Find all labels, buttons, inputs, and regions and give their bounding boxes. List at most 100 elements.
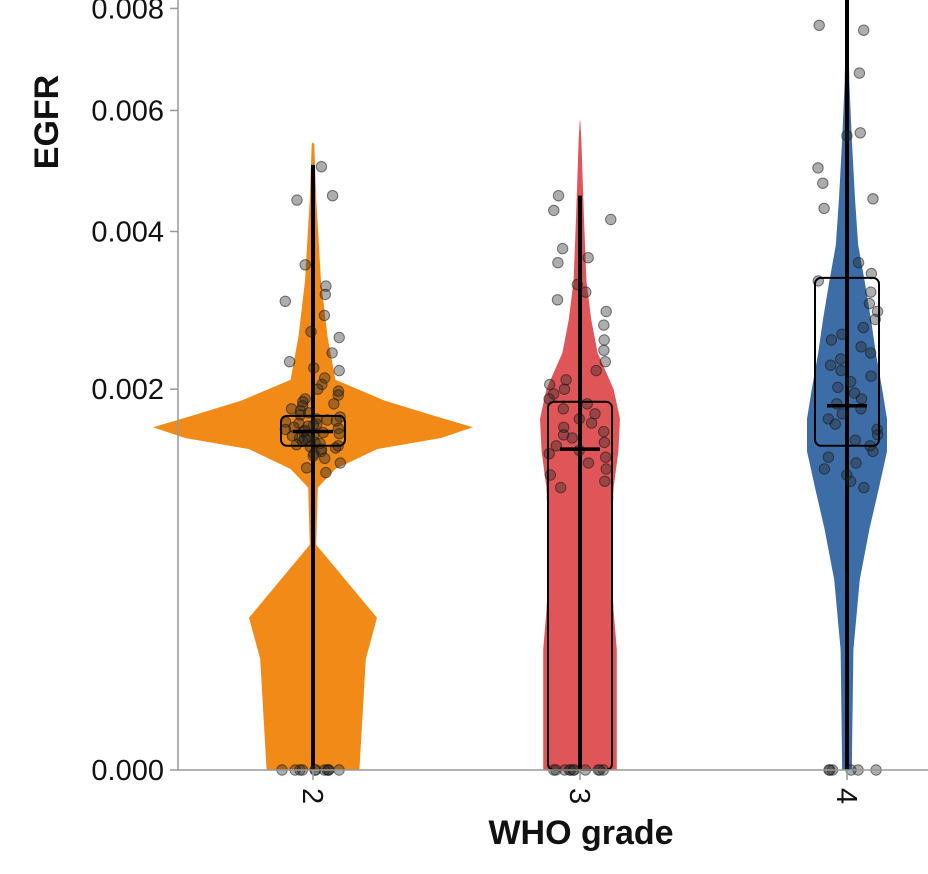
data-point — [555, 481, 567, 494]
data-point — [552, 190, 565, 202]
axes: 2 3 4 0.000 0.002 0.004 0.006 0.008 — [91, 0, 928, 804]
data-point — [812, 162, 824, 174]
data-point — [600, 305, 612, 318]
y-axis-title: EGFR — [28, 75, 66, 169]
data-point — [297, 396, 309, 408]
data-point — [307, 450, 319, 462]
data-point — [598, 344, 610, 356]
violin-group-grade-3 — [540, 119, 620, 776]
data-point — [558, 383, 571, 395]
data-point — [841, 469, 853, 481]
data-point — [605, 213, 617, 226]
data-point — [817, 177, 829, 189]
data-point — [871, 429, 884, 441]
data-point — [835, 364, 847, 377]
y-tick-label: 0.006 — [91, 95, 164, 127]
data-point — [600, 463, 612, 475]
data-point — [598, 334, 610, 346]
data-point — [333, 428, 345, 440]
data-point — [855, 393, 868, 405]
data-point — [582, 457, 595, 469]
data-point — [332, 385, 345, 397]
data-point — [836, 408, 848, 420]
y-tick-label: 0.002 — [91, 374, 164, 406]
data-point — [333, 331, 345, 344]
data-point — [573, 413, 585, 425]
data-point — [333, 364, 345, 377]
data-point — [813, 19, 825, 31]
data-point — [299, 259, 311, 271]
data-point — [865, 347, 877, 359]
plot-area — [153, 0, 887, 776]
x-tick-label: 3 — [563, 788, 595, 804]
data-point — [326, 190, 339, 202]
data-point — [328, 398, 340, 410]
data-point — [865, 370, 877, 382]
y-tick-label: 0.008 — [91, 0, 164, 25]
data-point — [818, 463, 831, 475]
data-point — [544, 469, 556, 481]
data-point — [598, 319, 610, 331]
data-point — [869, 313, 881, 326]
data-point — [867, 445, 879, 458]
data-point — [318, 309, 331, 322]
data-point — [835, 353, 847, 365]
data-point — [320, 280, 332, 292]
box-iqr — [280, 414, 346, 447]
data-point — [305, 326, 317, 338]
data-point — [598, 436, 611, 449]
data-point — [822, 451, 835, 463]
box-iqr — [814, 276, 880, 447]
data-point — [836, 328, 848, 340]
data-point — [321, 414, 333, 426]
data-point — [857, 321, 870, 334]
data-point — [854, 127, 866, 139]
data-point — [598, 425, 610, 438]
y-tick-label: 0.004 — [91, 216, 164, 248]
data-point — [279, 295, 291, 307]
data-point — [844, 376, 857, 388]
data-point — [858, 481, 870, 494]
data-point — [824, 359, 837, 371]
data-point — [582, 252, 594, 264]
data-point — [300, 462, 313, 474]
data-point — [319, 372, 331, 384]
x-tick-label: 4 — [830, 788, 862, 804]
data-point — [557, 429, 570, 441]
data-point — [294, 409, 306, 421]
data-point — [832, 381, 844, 393]
data-point — [312, 383, 324, 395]
data-point — [599, 356, 611, 368]
violin-group-grade-2 — [153, 142, 473, 776]
data-point — [551, 294, 564, 306]
data-point — [544, 378, 556, 391]
data-point — [852, 257, 865, 269]
data-point — [844, 475, 857, 487]
data-point — [320, 466, 332, 479]
data-point — [319, 288, 331, 301]
data-point — [829, 418, 841, 430]
data-point — [581, 398, 593, 410]
data-point — [585, 417, 598, 429]
y-tick-label: 0.000 — [91, 755, 164, 787]
data-point — [556, 242, 569, 255]
data-point — [818, 202, 830, 215]
data-point — [571, 278, 583, 291]
data-point — [867, 193, 879, 205]
data-point — [290, 439, 303, 451]
x-tick-label: 2 — [296, 788, 328, 804]
data-point — [334, 457, 346, 469]
violin-group-grade-4 — [807, 0, 887, 776]
data-point — [841, 130, 853, 142]
data-point — [308, 362, 320, 374]
data-point — [849, 434, 861, 446]
data-point — [285, 403, 298, 415]
data-point — [291, 194, 303, 206]
data-point — [326, 347, 338, 359]
data-point — [599, 451, 612, 463]
data-point — [315, 161, 328, 173]
data-point — [863, 297, 876, 310]
data-point — [550, 440, 562, 452]
x-axis-title: WHO grade — [488, 814, 673, 852]
